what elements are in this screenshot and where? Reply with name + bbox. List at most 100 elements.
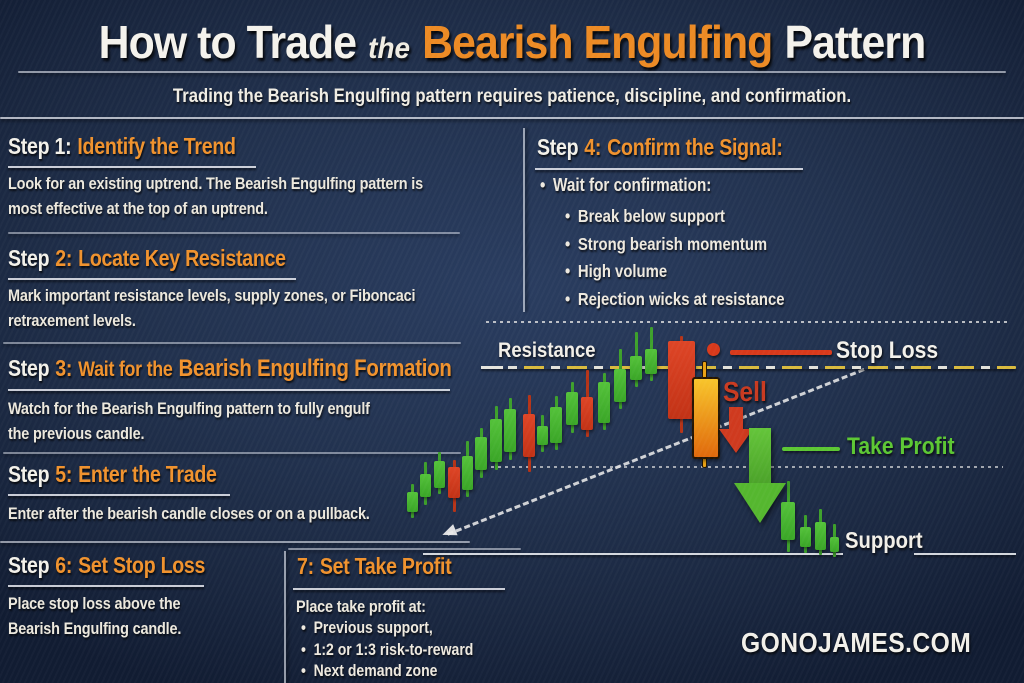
step-3-underline	[8, 389, 450, 391]
candle-body	[614, 369, 626, 402]
step-divider-2-3	[3, 342, 461, 344]
candle-body	[566, 392, 578, 425]
candle-body	[419, 474, 431, 497]
step-5-title: Enter the Trade	[78, 461, 217, 487]
step-7-vertical-divider	[284, 551, 286, 683]
sell-arrow-icon	[719, 407, 753, 453]
confirmation-bullet: Strong bearish momentum	[565, 231, 785, 259]
candle-body	[645, 349, 657, 374]
step-1-prefix: Step 1:	[8, 133, 72, 159]
body-line: the previous candle.	[8, 424, 145, 443]
subtitle: Trading the Bearish Engulfing pattern re…	[172, 86, 852, 107]
confirmation-bullet: Rejection wicks at resistance	[565, 286, 785, 314]
step-5-heading: Step 5: Enter the Trade	[8, 461, 217, 488]
support-line-left	[423, 553, 843, 555]
take-profit-bullet: 1:2 or 1:3 risk-to-reward	[301, 640, 474, 662]
body-line: Watch for the Bearish Engulfing pattern …	[8, 399, 370, 418]
step-divider-1-2	[8, 232, 460, 234]
step-5-body: Enter after the bearish candle closes or…	[8, 501, 370, 526]
candle-body	[461, 456, 473, 490]
step-3-title-strong: Bearish Engulfing Formation	[178, 355, 452, 382]
column-divider	[523, 128, 525, 312]
step-4-bullets: Break below support Strong bearish momen…	[565, 203, 785, 313]
candle-body	[406, 492, 418, 512]
profit-down-arrow-icon	[734, 428, 786, 523]
stop-loss-dot-icon	[707, 343, 720, 356]
take-profit-line	[782, 447, 840, 451]
title-highlight: Bearish Engulfing	[422, 16, 773, 68]
step-7-title: Set Take Profit	[319, 553, 452, 579]
take-profit-label: Take Profit	[847, 433, 955, 460]
step-6-prefix: Step	[8, 552, 50, 578]
step-7-number: 7:	[297, 553, 314, 579]
step-2-underline	[8, 278, 296, 280]
watermark: GONOJAMES.COM	[741, 627, 972, 658]
resistance-label: Resistance	[498, 339, 596, 362]
step-7-underline	[293, 588, 505, 590]
step-4-number: 4:	[584, 134, 602, 160]
step-1-underline	[8, 166, 256, 168]
body-line: Enter after the bearish candle closes or…	[8, 504, 370, 523]
step-4-underline	[535, 168, 803, 170]
take-profit-bullet: Previous support,	[301, 618, 473, 640]
step-2-number: 2:	[55, 245, 73, 271]
confirmation-bullet: Break below support	[565, 203, 785, 231]
candle-body	[829, 537, 839, 552]
step-7-heading: 7: Set Take Profit	[297, 553, 452, 580]
step-3-prefix: Step	[8, 355, 50, 381]
body-line: Mark important resistance levels, supply…	[8, 286, 416, 305]
step-5-prefix: Step	[8, 461, 50, 487]
candle-body	[550, 407, 562, 443]
candle-body	[504, 409, 516, 452]
mid-dotted-line	[463, 466, 1003, 468]
step-1-title: Identify the Trend	[77, 133, 236, 159]
candle-body	[523, 414, 535, 457]
step-6-title: Set Stop Loss	[78, 552, 206, 578]
step-6-heading: Step 6: Set Stop Loss	[8, 552, 205, 579]
step-2-body: Mark important resistance levels, supply…	[8, 283, 416, 333]
upper-dotted-line	[486, 321, 1008, 323]
step-4-heading: Step 4: Confirm the Signal:	[537, 134, 783, 161]
body-line: Bearish Engulfing candle.	[8, 619, 182, 638]
step-4-lead-bullet: Wait for confirmation:	[540, 175, 711, 196]
step-7-lead: Place take profit at:	[296, 597, 426, 616]
step-divider-5-6	[0, 541, 470, 543]
step-5-number: 5:	[55, 461, 73, 487]
confirmation-bullet: High volume	[565, 258, 785, 286]
step-5-underline	[8, 494, 230, 496]
page-title: How to Trade the Bearish Engulfing Patte…	[36, 15, 988, 69]
step-2-title: Locate Key Resistance	[78, 245, 286, 271]
step-6-number: 6:	[55, 552, 73, 578]
stop-loss-label: Stop Loss	[836, 337, 939, 364]
title-lead: How to Trade	[98, 16, 357, 68]
step-1-heading: Step 1: Identify the Trend	[8, 133, 236, 160]
step-3-number: 3:	[55, 355, 73, 381]
resistance-line	[481, 366, 1016, 369]
sell-label: Sell	[723, 376, 767, 407]
step-3-title-lead: Wait for the	[78, 358, 173, 381]
step-4-title: Confirm the Signal:	[607, 134, 783, 160]
step-3-body: Watch for the Bearish Engulfing pattern …	[8, 396, 370, 446]
step-4-prefix: Step	[537, 134, 579, 160]
step-2-heading: Step 2: Locate Key Resistance	[8, 245, 286, 272]
body-line: most effective at the top of an uptrend.	[8, 199, 268, 218]
candle-body	[433, 461, 445, 488]
step-divider-3-5	[3, 452, 461, 454]
title-divider	[18, 71, 1006, 73]
subtitle-divider	[0, 117, 1024, 119]
candle-body	[598, 382, 610, 423]
support-line-right	[914, 553, 1016, 555]
title-tail: Pattern	[784, 16, 926, 68]
step-3-heading: Step 3: Wait for the Bearish Engulfing F…	[8, 355, 452, 383]
candle-body	[536, 426, 548, 445]
candle-body	[799, 527, 811, 547]
step-6-underline	[8, 585, 204, 587]
step-6-body: Place stop loss above the Bearish Engulf…	[8, 591, 181, 641]
take-profit-bullet: Next demand zone	[301, 661, 473, 683]
body-line: Look for an existing uptrend. The Bearis…	[8, 174, 423, 193]
resistance-line-lead	[481, 366, 503, 369]
candle-body	[667, 341, 695, 419]
title-article: the	[368, 32, 411, 65]
candle-body	[475, 437, 487, 470]
